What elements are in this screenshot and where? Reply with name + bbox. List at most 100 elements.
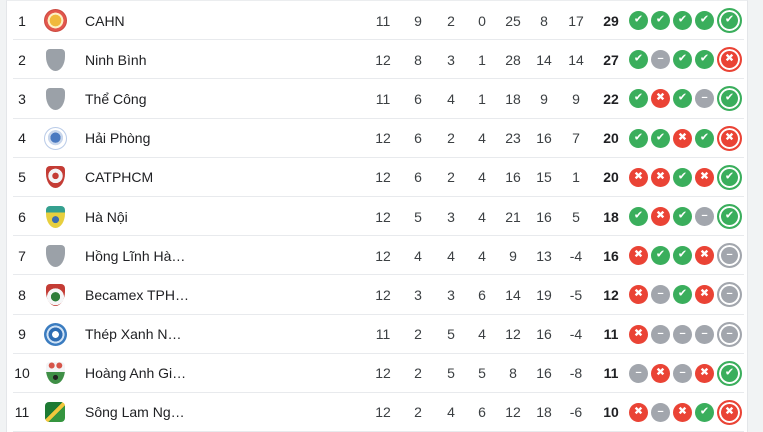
stat-ga: 16	[536, 365, 552, 382]
form-loss-icon[interactable]: ✖	[695, 285, 714, 305]
form-win-icon[interactable]: ✔	[629, 207, 648, 227]
form-win-icon[interactable]: ✔	[629, 11, 648, 31]
form-draw-icon[interactable]: –	[717, 243, 742, 269]
table-row[interactable]: 3 Thể Công 11 6 4 1 18 9 9 22 ✔ ✖ ✔ – ✔	[7, 79, 747, 119]
form-win-icon[interactable]: ✔	[717, 8, 742, 34]
stat-drawn: 3	[447, 208, 455, 225]
stat-gf: 21	[505, 208, 521, 225]
form-draw-icon[interactable]: –	[651, 402, 670, 422]
form-win-icon[interactable]: ✔	[629, 89, 648, 109]
form-loss-icon[interactable]: ✖	[695, 363, 714, 383]
table-row[interactable]: 1 CAHN 11 9 2 0 25 8 17 29 ✔ ✔ ✔ ✔ ✔	[7, 1, 747, 41]
hagl-mountain-shield-crest	[45, 362, 65, 385]
form-loss-icon[interactable]: ✖	[629, 324, 648, 344]
table-row[interactable]: 4 Hải Phòng 12 6 2 4 23 16 7 20 ✔ ✔ ✖ ✔ ✖	[7, 119, 747, 158]
form-loss-icon[interactable]: ✖	[651, 363, 670, 383]
stat-won: 6	[414, 130, 422, 147]
form-win-icon[interactable]: ✔	[673, 89, 692, 109]
form-win-icon[interactable]: ✔	[695, 402, 714, 422]
standings-card: 1 CAHN 11 9 2 0 25 8 17 29 ✔ ✔ ✔ ✔ ✔ 2 Ninh …	[6, 0, 748, 432]
stat-ga: 16	[536, 326, 552, 343]
form-win-icon[interactable]: ✔	[717, 360, 742, 386]
form-win-icon[interactable]: ✔	[695, 11, 714, 31]
form-win-icon[interactable]: ✔	[673, 50, 692, 70]
form-draw-icon[interactable]: –	[717, 282, 742, 308]
stat-won: 2	[414, 404, 422, 421]
form-win-icon[interactable]: ✔	[651, 128, 670, 148]
form-loss-icon[interactable]: ✖	[717, 125, 742, 151]
stat-gf: 23	[505, 130, 521, 147]
form-icons: ✔ ✔ ✔ ✔ ✔	[629, 8, 747, 34]
slna-green-yellow-crest	[45, 402, 65, 423]
stat-gd: -5	[569, 286, 583, 303]
stat-points: 12	[603, 286, 619, 303]
form-icons: ✔ ✖ ✔ – ✔	[629, 86, 747, 112]
form-loss-icon[interactable]: ✖	[651, 167, 670, 187]
stat-gf: 12	[505, 404, 521, 421]
stat-ga: 19	[536, 286, 552, 303]
form-win-icon[interactable]: ✔	[695, 128, 714, 148]
stat-gd: 1	[572, 169, 580, 186]
form-win-icon[interactable]: ✔	[629, 50, 648, 70]
form-draw-icon[interactable]: –	[673, 324, 692, 344]
form-loss-icon[interactable]: ✖	[673, 128, 692, 148]
form-loss-icon[interactable]: ✖	[717, 399, 742, 425]
table-row[interactable]: 2 Ninh Bình 12 8 3 1 28 14 14 27 ✔ – ✔ ✔ ✖	[7, 40, 747, 80]
form-loss-icon[interactable]: ✖	[629, 246, 648, 266]
stat-played: 12	[375, 247, 391, 264]
form-win-icon[interactable]: ✔	[717, 86, 742, 112]
table-row[interactable]: 8 Becamex TPH… 12 3 3 6 14 19 -5 12 ✖ – ✔ ✖…	[7, 275, 747, 315]
table-row[interactable]: 11 Sông Lam Ng… 12 2 4 6 12 18 -6 10 ✖ – ✖…	[7, 393, 747, 432]
form-draw-icon[interactable]: –	[717, 321, 742, 347]
form-loss-icon[interactable]: ✖	[629, 167, 648, 187]
stat-points: 11	[603, 326, 619, 343]
form-draw-icon[interactable]: –	[695, 324, 714, 344]
form-loss-icon[interactable]: ✖	[717, 47, 742, 73]
form-loss-icon[interactable]: ✖	[651, 89, 670, 109]
form-icons: ✖ – – – –	[629, 321, 747, 347]
stat-points: 10	[603, 404, 619, 421]
catphcm-red-shield-crest	[45, 166, 65, 189]
form-draw-icon[interactable]: –	[651, 285, 670, 305]
form-win-icon[interactable]: ✔	[673, 167, 692, 187]
form-loss-icon[interactable]: ✖	[651, 207, 670, 227]
form-draw-icon[interactable]: –	[673, 363, 692, 383]
table-row[interactable]: 7 Hồng Lĩnh Hà… 12 4 4 4 9 13 -4 16 ✖ ✔ ✔ ✖…	[7, 236, 747, 276]
stat-gd: -4	[569, 326, 583, 343]
form-win-icon[interactable]: ✔	[717, 164, 742, 190]
form-win-icon[interactable]: ✔	[651, 246, 670, 266]
form-win-icon[interactable]: ✔	[651, 11, 670, 31]
form-loss-icon[interactable]: ✖	[695, 167, 714, 187]
table-row[interactable]: 10 Hoàng Anh Gi… 12 2 5 5 8 16 -8 11 – ✖ –…	[7, 354, 747, 394]
form-draw-icon[interactable]: –	[629, 363, 648, 383]
form-win-icon[interactable]: ✔	[717, 204, 742, 230]
stat-drawn: 2	[447, 169, 455, 186]
table-row[interactable]: 5 CATPHCM 12 6 2 4 16 15 1 20 ✖ ✖ ✔ ✖ ✔	[7, 158, 747, 198]
form-win-icon[interactable]: ✔	[673, 285, 692, 305]
form-win-icon[interactable]: ✔	[673, 11, 692, 31]
form-win-icon[interactable]: ✔	[695, 50, 714, 70]
form-loss-icon[interactable]: ✖	[673, 402, 692, 422]
team-name: Thể Công	[85, 90, 147, 107]
stat-played: 12	[375, 51, 391, 68]
table-row[interactable]: 6 Hà Nội 12 5 3 4 21 16 5 18 ✔ ✖ ✔ – ✔	[7, 197, 747, 237]
stat-ga: 13	[536, 247, 552, 264]
stat-gd: 7	[572, 130, 580, 147]
form-draw-icon[interactable]: –	[695, 89, 714, 109]
form-loss-icon[interactable]: ✖	[629, 285, 648, 305]
form-win-icon[interactable]: ✔	[673, 207, 692, 227]
form-win-icon[interactable]: ✔	[673, 246, 692, 266]
team-name: Sông Lam Ng…	[85, 404, 185, 421]
form-loss-icon[interactable]: ✖	[695, 246, 714, 266]
form-win-icon[interactable]: ✔	[629, 128, 648, 148]
form-draw-icon[interactable]: –	[651, 50, 670, 70]
stat-gf: 25	[505, 12, 521, 29]
stat-lost: 1	[478, 51, 486, 68]
form-loss-icon[interactable]: ✖	[629, 402, 648, 422]
team-name: Thép Xanh N…	[85, 326, 182, 343]
form-draw-icon[interactable]: –	[651, 324, 670, 344]
stat-lost: 4	[478, 208, 486, 225]
form-draw-icon[interactable]: –	[695, 207, 714, 227]
table-row[interactable]: 9 Thép Xanh N… 11 2 5 4 12 16 -4 11 ✖ – – –…	[7, 315, 747, 354]
stat-played: 11	[375, 90, 391, 107]
